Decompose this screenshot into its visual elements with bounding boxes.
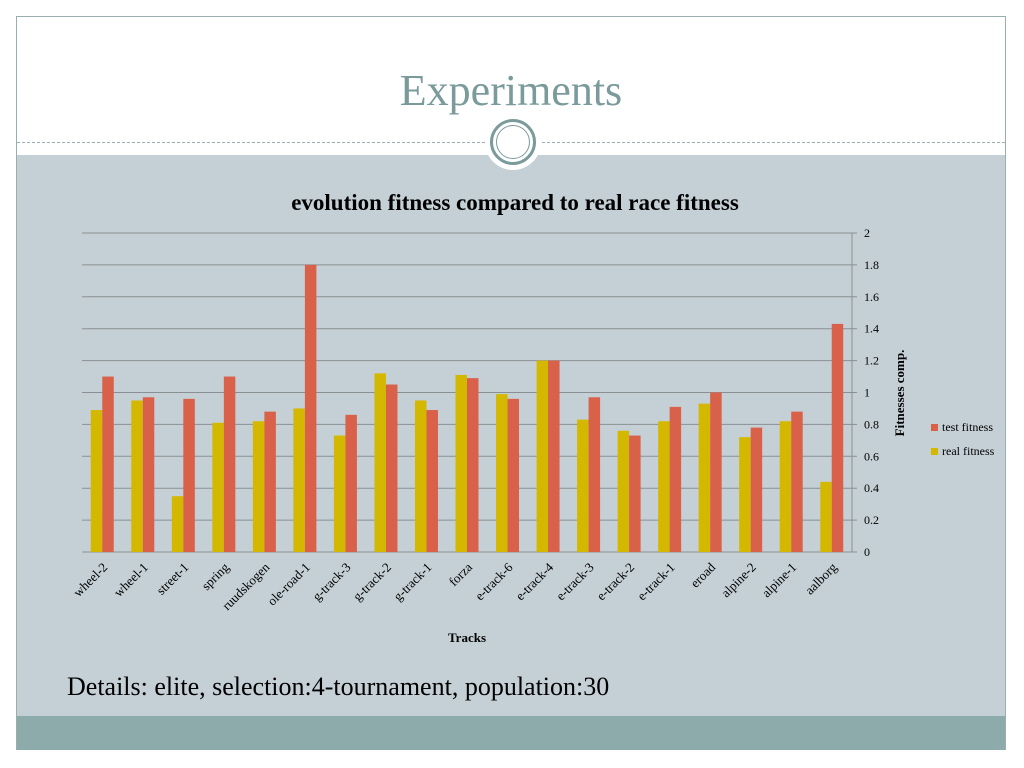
x-tick-label: wheel-1	[111, 560, 151, 600]
bar-real-fitness-e-track-2	[617, 430, 630, 552]
x-tick-label: g-track-3	[309, 560, 353, 604]
x-tick-label: aalborg	[802, 559, 840, 597]
x-tick-label: e-track-2	[593, 560, 637, 604]
bar-real-fitness-street-1	[171, 496, 184, 552]
x-tick-label: alpine-2	[718, 560, 759, 601]
legend-swatch	[931, 424, 938, 431]
y-tick-label: 0.6	[864, 449, 879, 463]
bar-test-fitness-eroad	[710, 392, 722, 552]
x-tick-label: forza	[446, 559, 476, 589]
bar-test-fitness-aalborg	[831, 323, 844, 552]
x-tick-label: e-track-1	[634, 560, 678, 604]
x-tick-label: g-track-2	[350, 560, 394, 604]
bar-test-fitness-g-track-3	[345, 414, 357, 552]
y-tick-label: 0.4	[864, 481, 879, 495]
y-tick-label: 0	[864, 545, 870, 559]
bar-real-fitness-g-track-2	[374, 373, 386, 552]
x-tick-label: ole-road-1	[264, 560, 313, 609]
x-tick-label: alpine-1	[759, 560, 800, 601]
legend: test fitness real fitness	[931, 420, 995, 458]
y-tick-label: 0.2	[864, 513, 879, 527]
slide-title: Experiments	[399, 66, 623, 115]
bar-test-fitness-wheel-1	[142, 397, 155, 552]
y-axis-title: Fitnesses comp.	[892, 350, 907, 437]
bar-test-fitness-wheel-2	[102, 376, 114, 552]
bar-test-fitness-e-track-3	[588, 397, 601, 552]
bar-real-fitness-wheel-1	[131, 400, 143, 552]
legend-swatch	[931, 448, 938, 455]
x-tick-labels: wheel-2 wheel-1 street-1 springruudskogenol…	[70, 559, 840, 613]
bar-real-fitness-ole-road-1	[293, 408, 305, 552]
bar-real-fitness-g-track-3	[333, 435, 346, 552]
y-tick-labels: 0 0.2 0.4 0.6 0.8 1 1.2 1.4 1.6 1.8 2	[864, 226, 879, 559]
x-tick-label: street-1	[153, 560, 191, 598]
x-tick-label: e-track-3	[553, 560, 597, 604]
bar-real-fitness-ruudskogen	[252, 421, 265, 552]
bar-real-fitness-e-track-3	[577, 419, 589, 552]
bar-test-fitness-ole-road-1	[304, 264, 317, 552]
bar-test-fitness-spring	[223, 376, 236, 552]
bar-test-fitness-e-track-1	[669, 406, 682, 552]
x-tick-label: e-track-4	[512, 559, 556, 603]
bar-real-fitness-spring	[212, 422, 224, 552]
bar-test-fitness-street-1	[183, 398, 195, 552]
y-tick-label: 1.4	[864, 322, 879, 336]
bar-real-fitness-e-track-1	[658, 421, 670, 552]
x-tick-label: wheel-2	[70, 560, 110, 600]
legend-label: real fitness	[942, 444, 995, 458]
footer-bar	[17, 716, 1005, 750]
bar-real-fitness-aalborg	[820, 481, 832, 552]
bar-real-fitness-alpine-2	[739, 437, 751, 552]
bar-real-fitness-g-track-1	[414, 400, 427, 552]
gridlines	[82, 232, 857, 553]
legend-label: test fitness	[942, 420, 993, 434]
x-tick-label: g-track-1	[390, 560, 434, 604]
bar-test-fitness-e-track-6	[507, 398, 520, 552]
bar-real-fitness-e-track-4	[536, 360, 549, 552]
bar-real-fitness-wheel-2	[90, 410, 103, 552]
x-tick-label: e-track-6	[472, 559, 516, 603]
y-tick-label: 2	[864, 226, 870, 240]
x-axis-title: Tracks	[448, 630, 486, 645]
bar-test-fitness-forza	[467, 378, 479, 552]
y-tick-label: 1.6	[864, 290, 879, 304]
bar-test-fitness-g-track-2	[385, 384, 398, 552]
bar-test-fitness-alpine-1	[791, 411, 803, 552]
circle-emblem-inner	[496, 125, 530, 159]
chart-title: evolution fitness compared to real race …	[291, 190, 739, 215]
bar-test-fitness-e-track-4	[548, 360, 560, 552]
y-tick-label: 1	[864, 386, 870, 400]
x-tick-label: spring	[198, 559, 232, 593]
bar-test-fitness-alpine-2	[750, 427, 763, 552]
bar-real-fitness-forza	[455, 374, 467, 552]
y-tick-label: 0.8	[864, 417, 879, 431]
x-tick-label: eroad	[687, 559, 718, 590]
bar-test-fitness-g-track-1	[426, 410, 438, 552]
y-tick-label: 1.2	[864, 354, 879, 368]
bars	[90, 264, 844, 552]
details-text: Details: elite, selection:4-tournament, …	[67, 672, 610, 701]
bar-real-fitness-e-track-6	[496, 394, 508, 552]
bar-real-fitness-alpine-1	[779, 421, 792, 552]
bar-test-fitness-e-track-2	[629, 435, 641, 552]
bar-real-fitness-eroad	[698, 403, 711, 552]
bar-test-fitness-ruudskogen	[264, 411, 276, 552]
y-tick-label: 1.8	[864, 258, 879, 272]
